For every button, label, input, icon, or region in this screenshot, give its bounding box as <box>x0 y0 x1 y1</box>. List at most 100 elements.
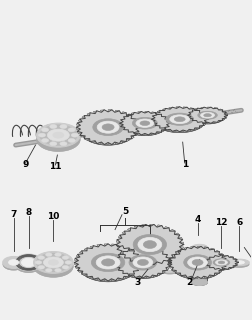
Text: 4: 4 <box>194 215 201 224</box>
Ellipse shape <box>118 251 168 279</box>
Polygon shape <box>104 244 108 246</box>
Polygon shape <box>204 121 208 123</box>
Polygon shape <box>127 274 132 277</box>
Polygon shape <box>132 271 137 274</box>
Ellipse shape <box>118 249 168 276</box>
Ellipse shape <box>38 133 46 137</box>
Polygon shape <box>204 122 208 124</box>
Polygon shape <box>178 249 183 252</box>
Ellipse shape <box>137 260 148 266</box>
Polygon shape <box>141 133 145 135</box>
Ellipse shape <box>42 128 49 132</box>
Polygon shape <box>208 262 235 270</box>
Polygon shape <box>120 252 125 254</box>
Ellipse shape <box>132 117 158 129</box>
Polygon shape <box>192 120 197 122</box>
Polygon shape <box>138 260 142 262</box>
Ellipse shape <box>53 132 64 138</box>
Polygon shape <box>167 122 170 123</box>
Polygon shape <box>134 226 139 229</box>
Polygon shape <box>204 117 208 119</box>
Ellipse shape <box>34 252 73 273</box>
Text: 11: 11 <box>49 163 62 172</box>
Ellipse shape <box>123 113 167 133</box>
Ellipse shape <box>9 260 19 265</box>
Polygon shape <box>161 260 166 263</box>
Polygon shape <box>122 117 127 119</box>
Polygon shape <box>104 142 108 145</box>
Polygon shape <box>205 260 209 261</box>
Polygon shape <box>97 244 102 247</box>
Ellipse shape <box>208 258 235 270</box>
Polygon shape <box>121 112 126 115</box>
Polygon shape <box>207 257 212 259</box>
Ellipse shape <box>102 259 115 266</box>
Polygon shape <box>131 259 136 262</box>
Polygon shape <box>158 250 163 253</box>
Polygon shape <box>173 252 178 254</box>
Ellipse shape <box>40 125 77 146</box>
Ellipse shape <box>129 255 157 270</box>
Polygon shape <box>199 112 204 114</box>
Polygon shape <box>87 113 92 116</box>
Ellipse shape <box>38 266 45 269</box>
Ellipse shape <box>133 257 153 268</box>
Polygon shape <box>215 268 219 270</box>
Polygon shape <box>155 119 205 133</box>
Ellipse shape <box>97 121 119 133</box>
Polygon shape <box>192 247 208 285</box>
Polygon shape <box>134 121 139 124</box>
Ellipse shape <box>37 127 80 152</box>
Polygon shape <box>198 121 202 123</box>
Text: 8: 8 <box>25 208 32 217</box>
Polygon shape <box>131 117 136 120</box>
Ellipse shape <box>65 260 72 264</box>
Polygon shape <box>76 110 140 145</box>
Polygon shape <box>219 253 224 256</box>
Text: 12: 12 <box>215 218 228 227</box>
Ellipse shape <box>133 235 167 254</box>
Polygon shape <box>82 273 87 276</box>
Polygon shape <box>207 275 211 277</box>
Polygon shape <box>124 139 129 141</box>
Polygon shape <box>121 276 126 279</box>
Ellipse shape <box>192 244 208 251</box>
Polygon shape <box>126 114 131 116</box>
Polygon shape <box>195 109 200 111</box>
Polygon shape <box>188 107 228 123</box>
Polygon shape <box>118 269 123 272</box>
Polygon shape <box>119 123 123 125</box>
Ellipse shape <box>204 114 211 117</box>
Ellipse shape <box>208 256 235 268</box>
Polygon shape <box>201 276 205 278</box>
Polygon shape <box>204 247 208 249</box>
Ellipse shape <box>174 117 185 122</box>
Polygon shape <box>138 261 143 264</box>
Polygon shape <box>190 110 195 112</box>
Text: 10: 10 <box>47 212 59 221</box>
Polygon shape <box>212 273 217 276</box>
Ellipse shape <box>191 110 225 124</box>
Polygon shape <box>117 255 121 257</box>
Polygon shape <box>203 115 207 116</box>
Polygon shape <box>116 244 120 247</box>
Polygon shape <box>206 265 210 267</box>
Ellipse shape <box>62 266 69 269</box>
Polygon shape <box>119 111 170 135</box>
Polygon shape <box>135 268 140 270</box>
Polygon shape <box>108 279 112 281</box>
Ellipse shape <box>80 115 136 145</box>
Ellipse shape <box>15 256 43 273</box>
Polygon shape <box>90 246 95 249</box>
Polygon shape <box>159 130 164 132</box>
Ellipse shape <box>192 260 203 266</box>
Polygon shape <box>170 255 175 257</box>
Polygon shape <box>235 261 238 262</box>
Ellipse shape <box>71 133 78 137</box>
Polygon shape <box>118 141 123 144</box>
Ellipse shape <box>68 139 75 142</box>
Ellipse shape <box>215 260 228 265</box>
Polygon shape <box>152 116 156 118</box>
Polygon shape <box>176 272 180 275</box>
Polygon shape <box>210 248 214 251</box>
